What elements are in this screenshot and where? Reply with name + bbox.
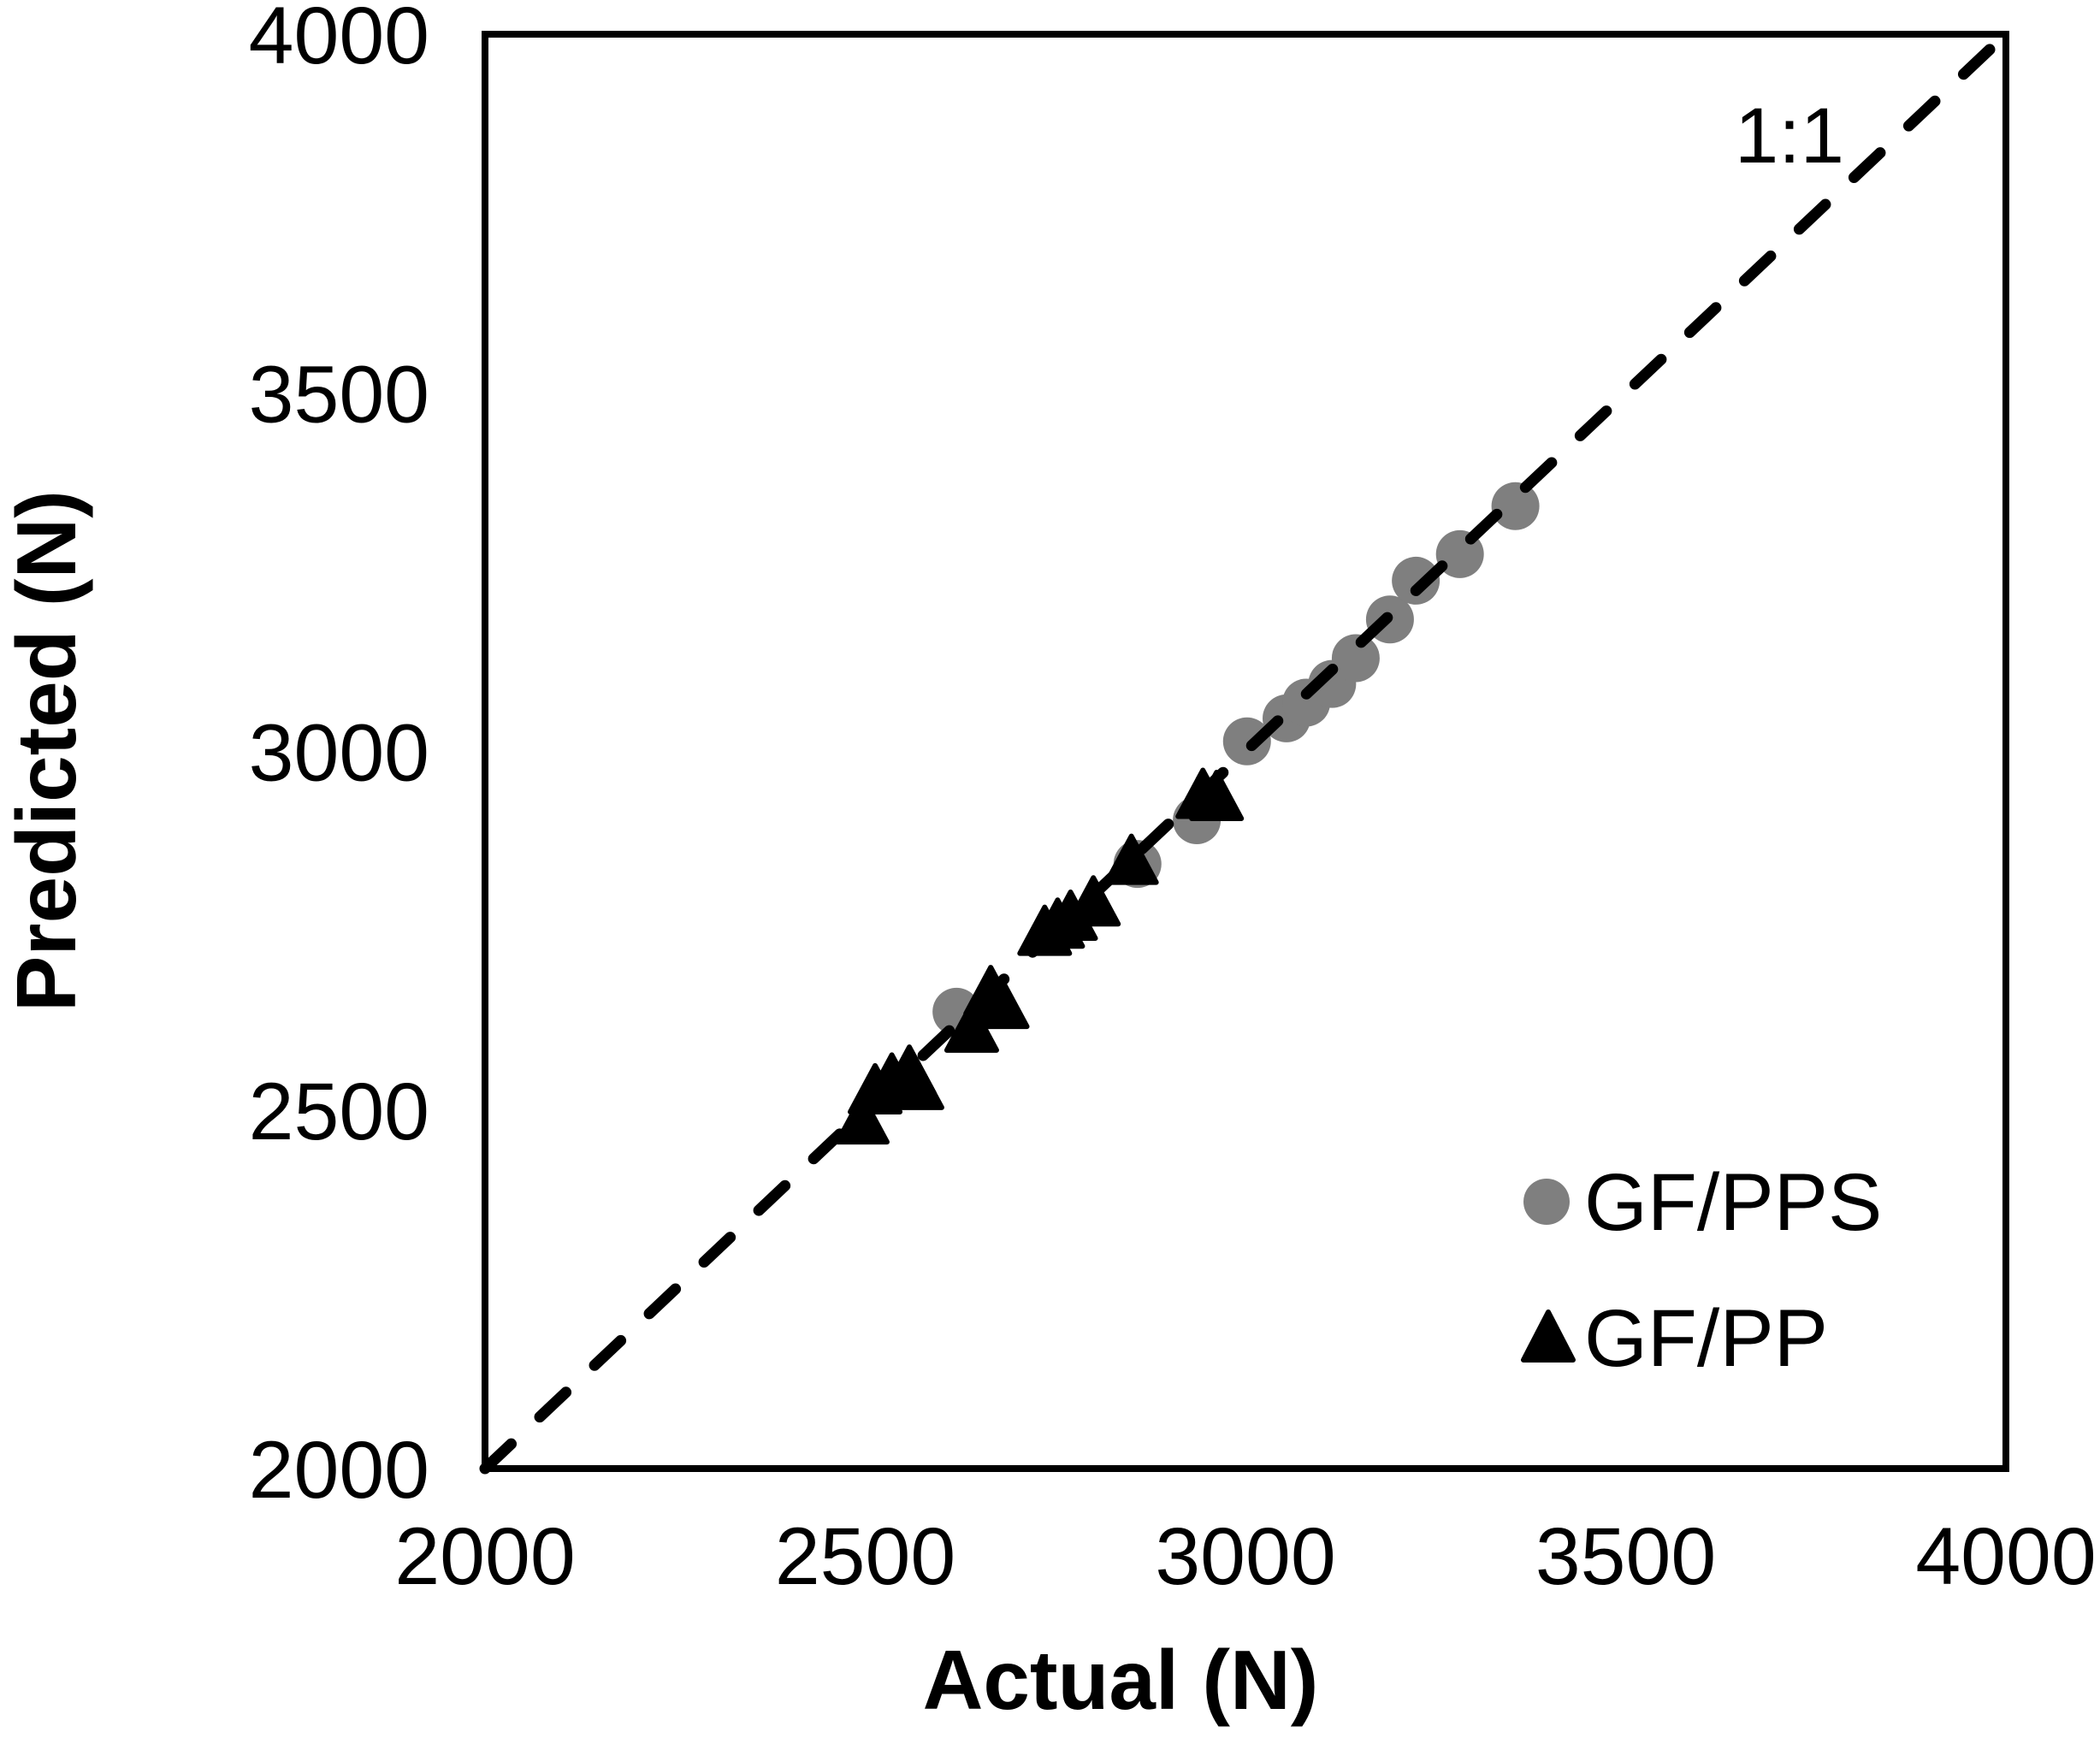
one-to-one-dashed-line <box>479 28 2012 1475</box>
one-to-one-line-group <box>479 28 2012 1475</box>
data-point-circle-gfpps <box>1491 482 1540 530</box>
y-axis-tick-labels: 2000 2500 3000 3500 4000 <box>249 0 429 1516</box>
x-tick-label-4000: 4000 <box>1915 1511 2096 1602</box>
legend-circle-icon <box>1523 1179 1570 1225</box>
y-tick-label-2500: 2500 <box>249 1067 429 1157</box>
legend: GF/PPS GF/PP <box>1521 1157 1882 1384</box>
legend-label-gfpp: GF/PP <box>1584 1293 1828 1384</box>
data-point-circle-gfpps <box>1222 717 1271 766</box>
series-gfpp-points <box>834 767 1245 1145</box>
data-point-triangle-gfpp <box>974 978 1030 1030</box>
data-point-triangle-gfpp <box>834 1093 890 1145</box>
data-point-triangle-gfpp <box>1189 770 1245 822</box>
y-tick-label-3000: 3000 <box>249 708 429 799</box>
data-point-circle-gfpps <box>1392 556 1440 605</box>
data-point-triangle-gfpp <box>1066 875 1121 927</box>
x-tick-label-2000: 2000 <box>394 1511 575 1602</box>
data-point-triangle-gfpp <box>1103 833 1159 885</box>
data-point-triangle-gfpp <box>889 1058 944 1110</box>
x-tick-label-3000: 3000 <box>1155 1511 1335 1602</box>
one-to-one-label: 1:1 <box>1735 92 1844 180</box>
x-tick-label-3500: 3500 <box>1535 1511 1716 1602</box>
x-tick-label-2500: 2500 <box>775 1511 955 1602</box>
y-axis-title: Predicted (N) <box>0 490 93 1012</box>
legend-label-gfpps: GF/PPS <box>1584 1157 1882 1248</box>
plot-frame <box>482 31 2009 1472</box>
legend-triangle-icon <box>1521 1309 1576 1363</box>
x-axis-title: Actual (N) <box>923 1633 1319 1727</box>
y-tick-label-3500: 3500 <box>249 349 429 440</box>
y-tick-label-2000: 2000 <box>249 1425 429 1516</box>
x-axis-tick-labels: 2000 2500 3000 3500 4000 <box>394 1511 2096 1602</box>
y-tick-label-4000: 4000 <box>249 0 429 81</box>
data-point-circle-gfpps <box>1331 634 1380 683</box>
